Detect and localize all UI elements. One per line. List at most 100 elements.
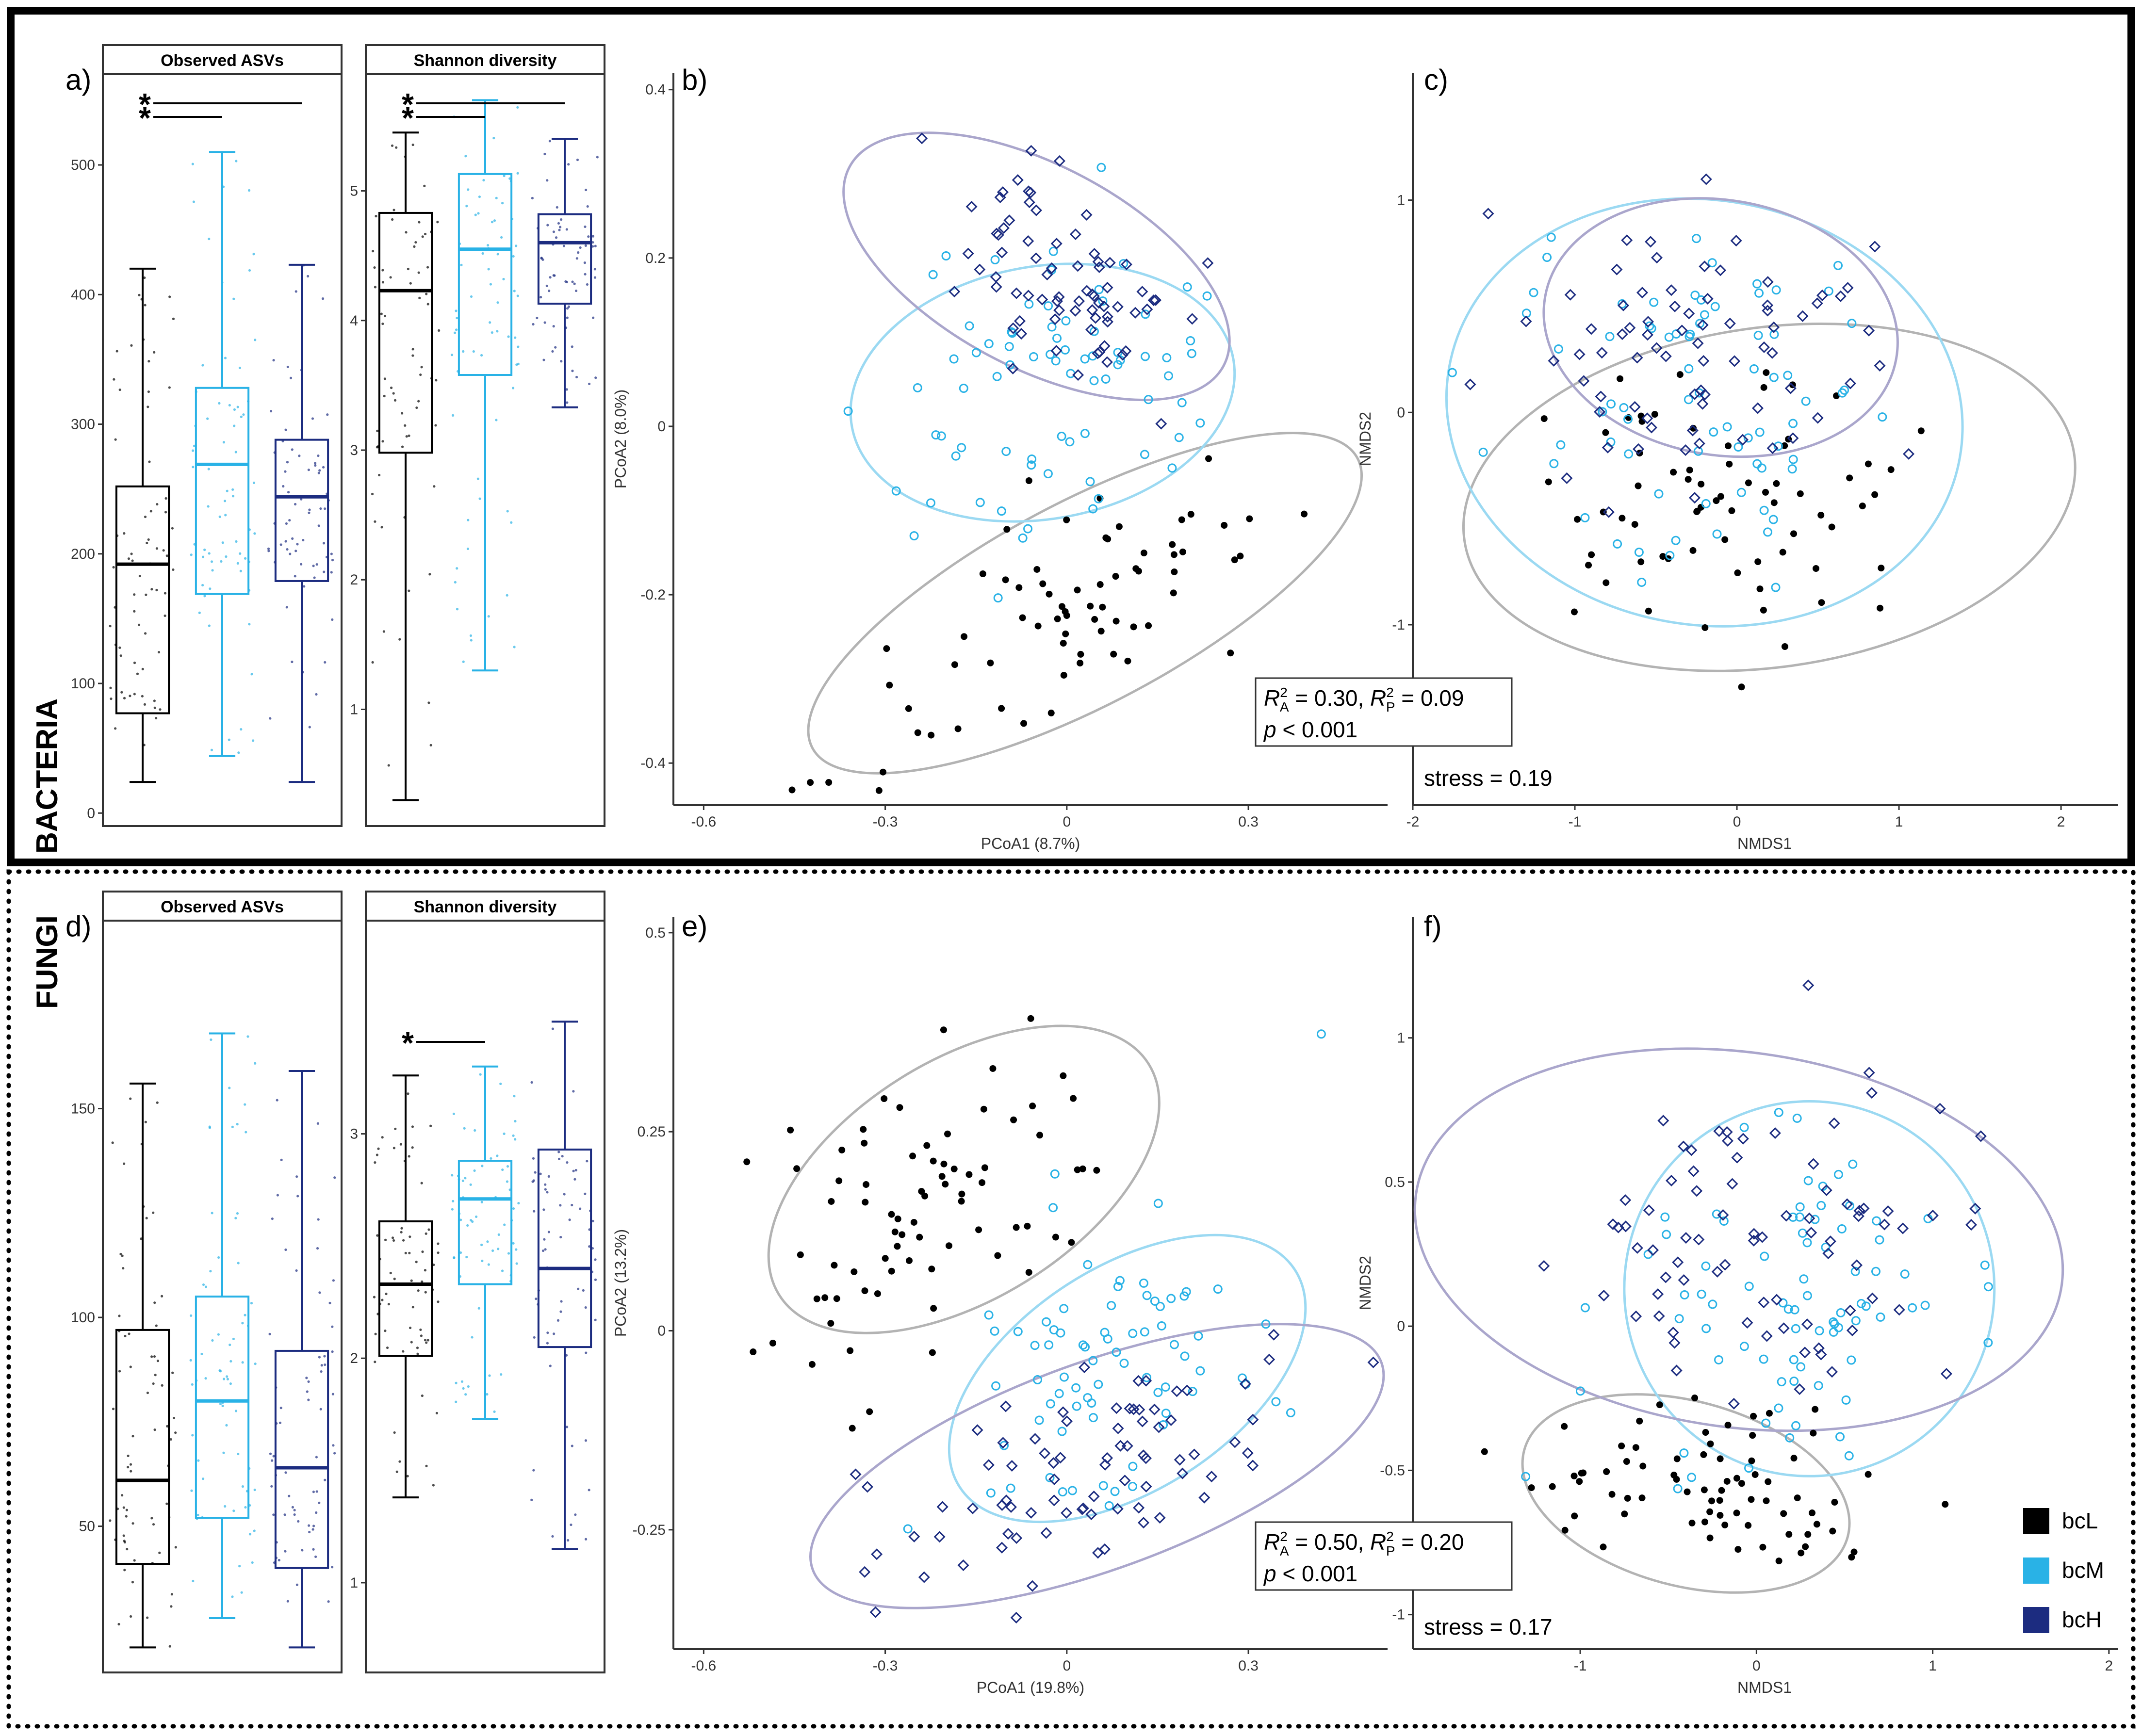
point-bcH (1011, 1532, 1023, 1544)
point-bcH (1186, 313, 1198, 325)
point-bcL (1726, 460, 1733, 468)
jitter-point (398, 1460, 401, 1463)
point-bcH (1841, 1198, 1853, 1210)
point-bcL (940, 1026, 947, 1034)
point-bcH (1660, 1271, 1672, 1283)
jitter-point (144, 304, 147, 307)
point-bcL (1025, 1269, 1032, 1276)
jitter-point (451, 414, 455, 417)
jitter-point (130, 344, 133, 347)
jitter-point (333, 1176, 336, 1179)
jitter-point (316, 1247, 319, 1250)
point-bcL (1632, 1444, 1639, 1451)
jitter-point (435, 1412, 438, 1414)
jitter-point (492, 137, 495, 140)
panel-label: b) (682, 64, 707, 96)
jitter-point (558, 226, 562, 228)
jitter-point (286, 548, 289, 551)
jitter-point (562, 244, 566, 247)
jitter-point (146, 541, 148, 545)
point-bcL (1068, 1239, 1075, 1246)
jitter-point (153, 1301, 156, 1304)
point-bcM (1018, 533, 1028, 543)
point-bcM (1140, 450, 1149, 459)
point-bcH (1036, 293, 1048, 306)
jitter-point (394, 1127, 397, 1130)
point-bcH (1616, 328, 1628, 340)
jitter-point (531, 196, 534, 200)
point-bcL (1754, 558, 1762, 566)
jitter-point (474, 1129, 476, 1132)
point-bcH (1140, 1480, 1152, 1493)
point-bcM (1100, 1328, 1110, 1337)
point-bcL (882, 1255, 889, 1262)
point-bcM (1769, 329, 1779, 339)
point-bcM (1871, 1266, 1881, 1276)
jitter-point (381, 322, 384, 325)
jitter-point (272, 359, 275, 362)
point-bcH (1085, 324, 1097, 336)
jitter-point (469, 634, 473, 637)
point-bcH (1665, 284, 1677, 296)
jitter-point (311, 417, 314, 420)
jitter-point (278, 1558, 280, 1562)
point-bcH (1138, 1517, 1150, 1529)
x-tick-label: -1 (1574, 1658, 1587, 1674)
jitter-point (191, 1434, 194, 1437)
point-bcH (1737, 1133, 1749, 1145)
point-bcM (1059, 1304, 1069, 1314)
jitter-point (121, 1254, 124, 1257)
jitter-point (201, 584, 204, 587)
jitter-point (120, 691, 123, 694)
point-bcM (1141, 352, 1150, 361)
point-bcM (965, 321, 974, 331)
jitter-point (594, 1318, 597, 1321)
jitter-point (130, 552, 133, 555)
jitter-point (324, 1478, 327, 1481)
point-bcM (1104, 1501, 1114, 1510)
jitter-point (381, 440, 384, 443)
point-bcM (1771, 285, 1781, 295)
point-bcL (1588, 551, 1595, 558)
jitter-point (546, 1191, 549, 1194)
point-bcL (861, 1287, 868, 1295)
jitter-point (170, 1605, 173, 1608)
point-bcH (1756, 1231, 1768, 1243)
jitter-point (321, 297, 325, 300)
jitter-point (158, 1551, 161, 1554)
point-bcH (1729, 355, 1741, 367)
point-bcM (1836, 1308, 1846, 1317)
jitter-point (554, 346, 557, 349)
jitter-point (532, 1179, 535, 1182)
point-bcL (1060, 1072, 1067, 1079)
jitter-point (318, 1356, 321, 1359)
point-bcH (1736, 434, 1749, 446)
y-tick-label: 4 (350, 313, 358, 329)
jitter-point (232, 1509, 235, 1512)
jitter-point (143, 276, 146, 279)
point-bcL (942, 1181, 949, 1188)
point-bcH (1693, 438, 1705, 450)
jitter-point (496, 330, 499, 333)
jitter-point (231, 488, 234, 491)
point-bcM (1144, 395, 1153, 405)
point-bcH (1699, 389, 1711, 401)
point-bcM (1680, 1290, 1689, 1300)
jitter-point (594, 1278, 597, 1281)
jitter-point (235, 160, 238, 162)
point-bcL (847, 1347, 854, 1354)
point-bcH (1761, 1330, 1773, 1342)
point-bcL (1670, 1472, 1678, 1479)
x-tick-label: -0.6 (691, 1658, 717, 1674)
point-bcL (1063, 516, 1070, 523)
jitter-point (410, 1341, 413, 1344)
jitter-point (591, 241, 594, 244)
y-tick-label: 0.4 (645, 82, 666, 98)
point-bcH (1611, 263, 1623, 276)
point-bcM (1153, 1388, 1163, 1397)
jitter-point (477, 1307, 480, 1310)
jitter-point (515, 1248, 518, 1251)
point-bcL (1034, 622, 1042, 630)
jitter-point (224, 514, 227, 517)
jitter-point (413, 245, 416, 248)
